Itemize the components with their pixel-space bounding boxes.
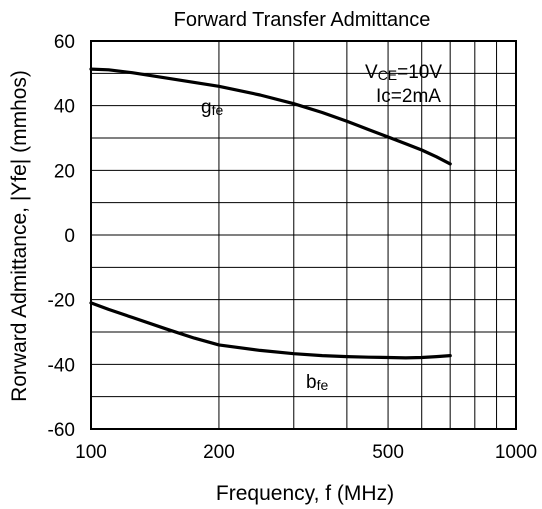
y-tick-label: -60: [48, 420, 75, 441]
x-tick-label: 500: [372, 442, 404, 463]
series: [89, 67, 452, 360]
plot-frame: [90, 40, 517, 430]
y-tick-label: 60: [54, 32, 75, 53]
chart-title: Forward Transfer Admittance: [174, 9, 431, 31]
condition-ic: Ic=2mA: [376, 86, 441, 107]
x-tick-label: 1000: [495, 442, 537, 463]
y-tick-label: -40: [48, 355, 75, 376]
grid: [90, 40, 517, 430]
series-label-bfe: bfe: [306, 372, 328, 393]
annotations: gfe bfe VCE=10V Ic=2mA: [201, 62, 442, 393]
series-label-gfe: gfe: [201, 97, 223, 118]
condition-vce: VCE=10V: [365, 62, 442, 83]
y-axis-label: Rorward Admittance, |Yfe| (mmhos): [8, 70, 31, 402]
x-tick-label: 200: [203, 442, 235, 463]
x-tick-label: 100: [75, 442, 107, 463]
x-axis-label: Frequency, f (MHz): [216, 482, 394, 505]
series-line-bfe: [89, 301, 452, 360]
y-tick-label: 20: [54, 161, 75, 182]
series-line-gfe: [89, 67, 452, 166]
y-tick-label: 40: [54, 97, 75, 118]
y-tick-labels: 60 40 20 0 -20 -40 -60: [48, 32, 75, 441]
y-tick-label: 0: [64, 226, 75, 247]
y-tick-label: -20: [48, 291, 75, 312]
x-tick-labels: 100 200 500 1000: [75, 442, 537, 463]
